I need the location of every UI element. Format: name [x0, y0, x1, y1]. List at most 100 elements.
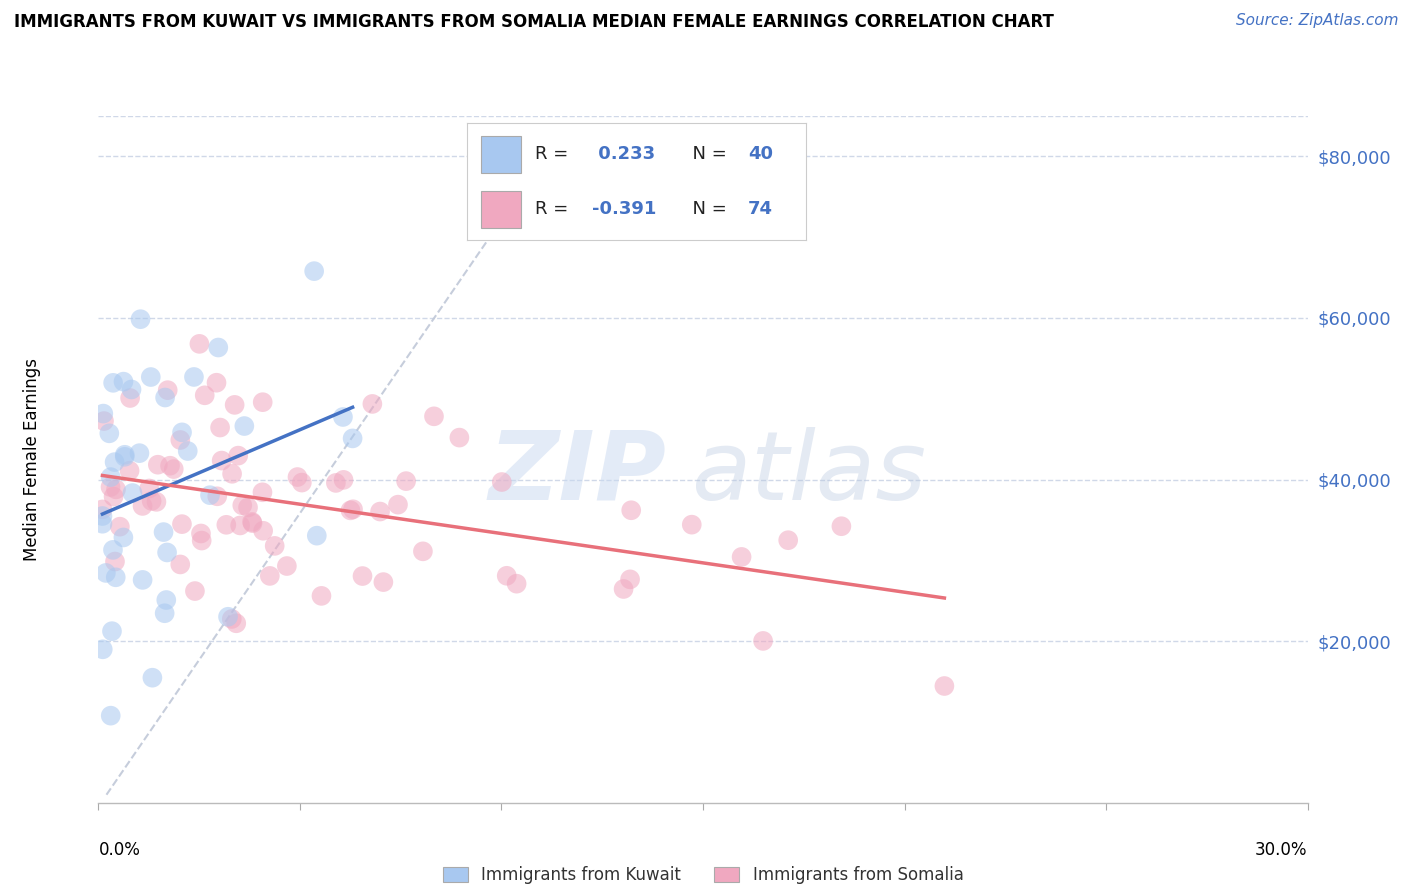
Point: [103, 455, 125, 469]
Point: [332, 409, 354, 424]
Point: [302, 264, 325, 278]
Point: [830, 519, 852, 533]
Point: [368, 504, 391, 518]
Point: [129, 312, 152, 326]
Point: [240, 515, 263, 529]
Point: [934, 679, 956, 693]
Point: [342, 431, 364, 445]
Point: [229, 518, 252, 533]
Point: [276, 559, 298, 574]
Point: [103, 490, 125, 504]
Point: [190, 533, 212, 548]
Point: [342, 502, 364, 516]
Point: [108, 519, 131, 533]
Point: [211, 453, 233, 467]
Point: [395, 474, 418, 488]
Point: [101, 376, 124, 390]
Point: [101, 624, 124, 639]
Point: [339, 503, 361, 517]
Point: [752, 634, 775, 648]
Point: [91, 516, 114, 531]
Point: [209, 420, 232, 434]
Point: [198, 488, 221, 502]
Text: Median Female Earnings: Median Female Earnings: [22, 358, 41, 561]
Point: [101, 542, 124, 557]
Point: [205, 376, 228, 390]
Point: [263, 539, 285, 553]
Point: [325, 475, 347, 490]
Point: [505, 576, 527, 591]
Text: atlas: atlas: [690, 426, 927, 520]
Point: [141, 494, 163, 508]
Text: ZIP: ZIP: [489, 426, 666, 520]
Point: [131, 573, 153, 587]
Point: [221, 467, 243, 481]
Point: [112, 531, 135, 545]
Point: [217, 609, 239, 624]
Point: [233, 419, 256, 434]
Point: [252, 524, 274, 538]
Point: [387, 498, 409, 512]
Point: [352, 569, 374, 583]
Point: [94, 566, 117, 580]
Point: [153, 391, 176, 405]
Point: [184, 584, 207, 599]
Text: IMMIGRANTS FROM KUWAIT VS IMMIGRANTS FROM SOMALIA MEDIAN FEMALE EARNINGS CORRELA: IMMIGRANTS FROM KUWAIT VS IMMIGRANTS FRO…: [14, 13, 1054, 31]
Point: [156, 545, 179, 559]
Point: [423, 409, 446, 424]
Point: [139, 370, 162, 384]
Point: [449, 431, 471, 445]
Point: [291, 475, 314, 490]
Point: [121, 486, 143, 500]
Point: [91, 642, 114, 657]
Point: [120, 391, 142, 405]
Point: [163, 462, 186, 476]
Point: [226, 449, 249, 463]
Point: [152, 525, 174, 540]
Point: [332, 473, 354, 487]
Point: [188, 336, 211, 351]
Point: [412, 544, 434, 558]
Point: [169, 558, 191, 572]
Point: [207, 489, 229, 503]
Point: [100, 480, 122, 494]
Point: [93, 414, 115, 428]
Point: [170, 425, 193, 440]
Point: [287, 470, 309, 484]
Point: [104, 570, 127, 584]
Point: [495, 568, 517, 582]
Point: [252, 395, 274, 409]
Point: [145, 495, 167, 509]
Point: [155, 593, 177, 607]
Point: [207, 341, 229, 355]
Point: [242, 516, 264, 530]
Point: [105, 483, 128, 497]
Point: [91, 502, 114, 516]
Point: [221, 612, 243, 626]
Point: [305, 529, 328, 543]
Point: [215, 517, 238, 532]
Point: [491, 475, 513, 489]
Point: [190, 526, 212, 541]
Point: [620, 503, 643, 517]
Point: [114, 448, 136, 462]
Legend: Immigrants from Kuwait, Immigrants from Somalia: Immigrants from Kuwait, Immigrants from …: [443, 866, 963, 884]
Point: [146, 458, 169, 472]
Point: [100, 708, 122, 723]
Point: [100, 470, 122, 484]
Point: [104, 555, 127, 569]
Point: [373, 575, 395, 590]
Point: [112, 375, 135, 389]
Point: [118, 464, 141, 478]
Point: [153, 606, 176, 620]
Point: [114, 450, 136, 464]
Point: [236, 500, 259, 515]
Point: [91, 407, 114, 421]
Point: [131, 499, 153, 513]
Point: [141, 671, 163, 685]
Point: [98, 426, 121, 441]
Point: [128, 446, 150, 460]
Point: [159, 458, 181, 473]
Point: [613, 582, 636, 596]
Point: [170, 517, 193, 532]
